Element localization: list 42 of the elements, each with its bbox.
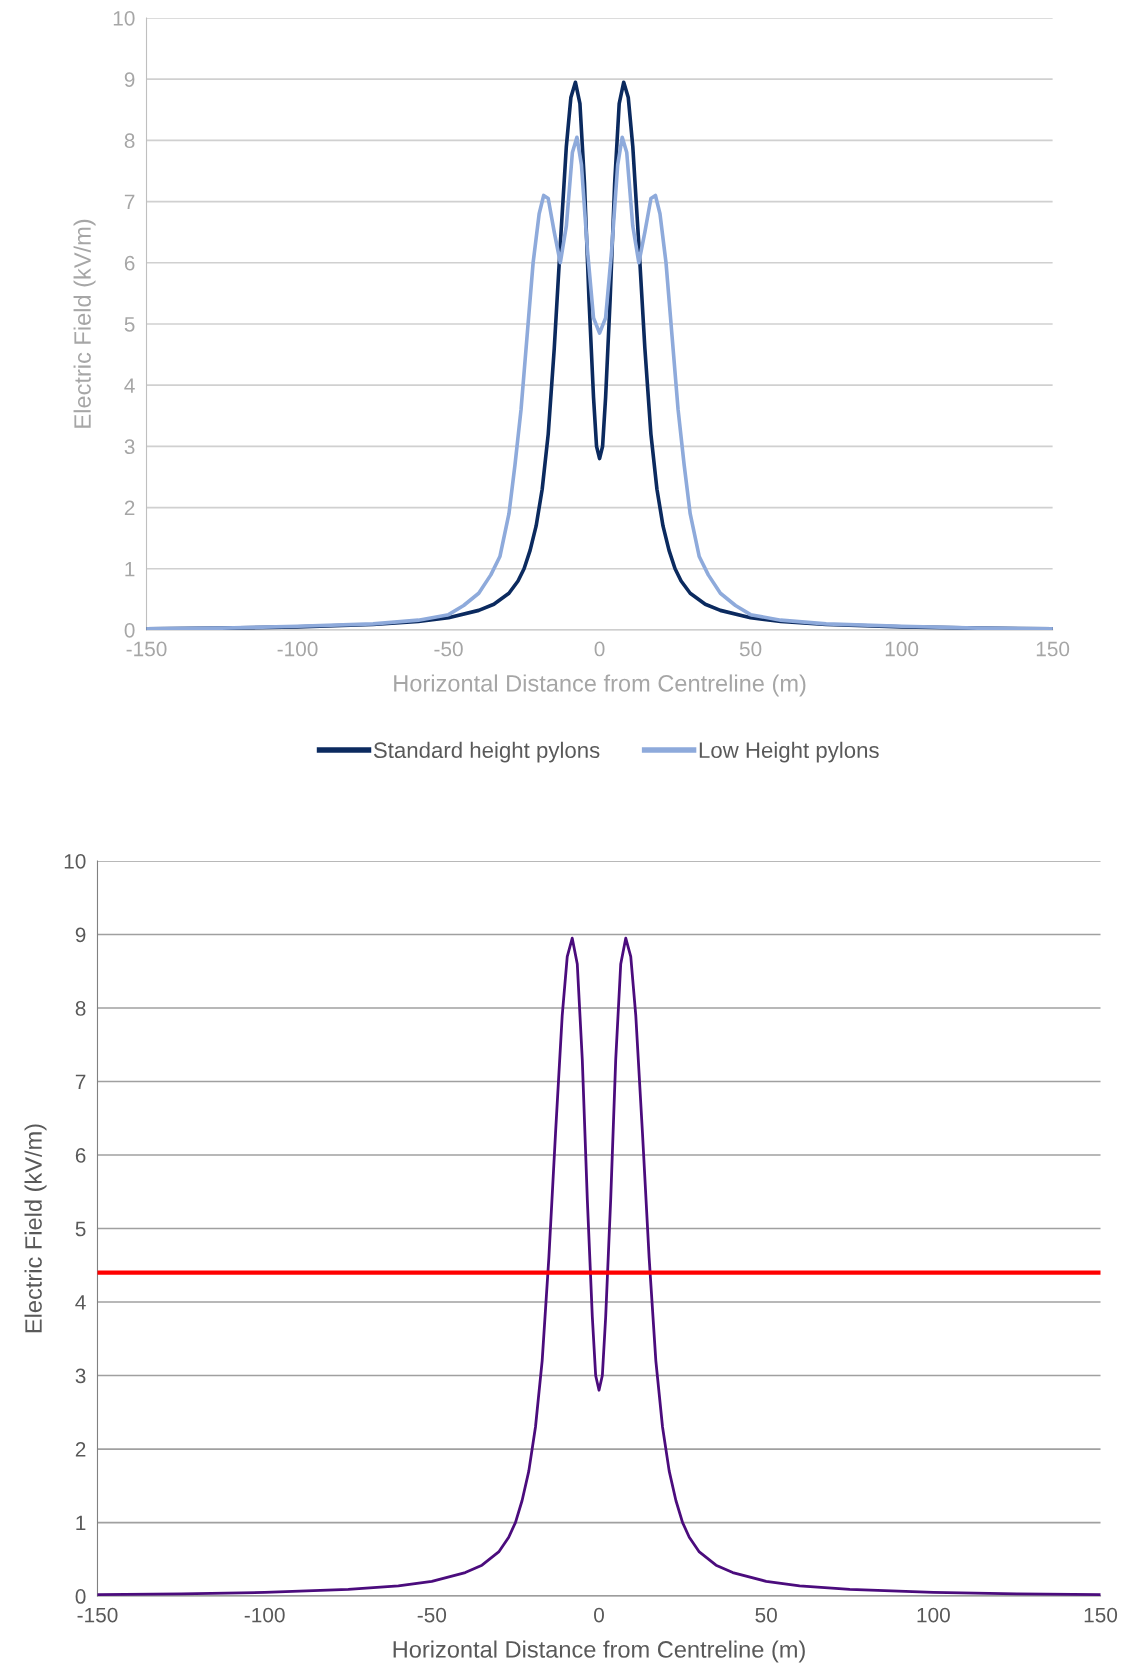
y-tick-label: 10 (64, 853, 86, 869)
x-tick-label: -100 (277, 641, 318, 657)
y-tick-label: 6 (75, 1148, 86, 1163)
x-axis-title: Horizontal Distance from Centreline (m) (394, 674, 806, 697)
x-tick-label: -50 (434, 641, 463, 657)
x-tick-label: 50 (755, 1607, 777, 1623)
y-tick-label: 3 (75, 1368, 86, 1384)
y-tick-label: 5 (124, 317, 135, 332)
y-tick-label: 6 (124, 255, 135, 271)
y-axis-title: Electric Field (kV/m) (24, 1124, 47, 1333)
y-tick-label: 9 (75, 927, 86, 943)
x-tick-label: 0 (594, 1607, 604, 1623)
y-tick-label: 7 (75, 1074, 86, 1090)
x-tick-label: 150 (1036, 641, 1070, 657)
y-axis-title: Electric Field (kV/m) (73, 219, 96, 428)
x-tick-label: 100 (917, 1607, 950, 1623)
x-tick-label: 150 (1084, 1607, 1118, 1623)
y-tick-label: 3 (124, 439, 135, 455)
y-tick-label: 7 (124, 194, 135, 210)
y-tick-label: 9 (124, 72, 135, 87)
y-tick-label: 0 (75, 1589, 86, 1604)
y-tick-label: 1 (76, 1515, 86, 1531)
y-tick-label: 4 (75, 1295, 86, 1310)
x-tick-label: -50 (417, 1607, 447, 1623)
x-axis-title: Horizontal Distance from Centreline (m) (393, 1640, 805, 1663)
y-tick-label: 10 (113, 10, 135, 26)
legend-label: Standard height pylons (373, 741, 600, 763)
y-tick-label: 8 (75, 1001, 86, 1016)
x-tick-label: 50 (739, 641, 762, 657)
y-tick-label: 8 (124, 133, 135, 149)
legend-label: Low Height pylons (699, 741, 879, 763)
y-tick-label: 4 (124, 378, 135, 393)
y-tick-label: 2 (124, 500, 135, 516)
x-tick-label: -150 (126, 641, 167, 657)
y-tick-label: 0 (124, 622, 135, 638)
y-tick-label: 5 (75, 1221, 86, 1237)
x-tick-label: 100 (885, 641, 919, 657)
x-tick-label: 0 (594, 641, 605, 657)
y-tick-label: 2 (75, 1442, 86, 1457)
x-tick-label: -150 (77, 1607, 118, 1623)
x-tick-label: -100 (244, 1607, 285, 1623)
y-tick-label: 1 (125, 561, 135, 577)
